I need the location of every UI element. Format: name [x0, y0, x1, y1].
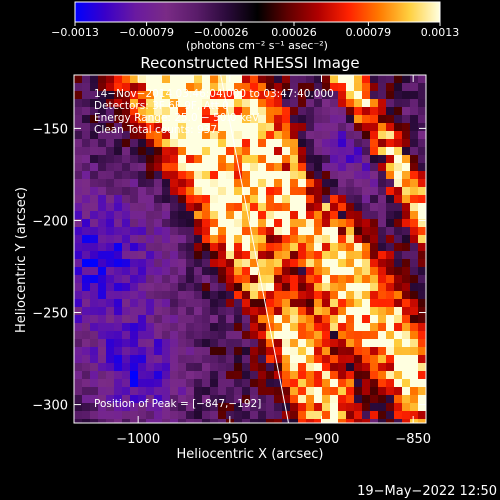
colorbar-scale: [74, 1, 441, 23]
footer-timestamp: 19−May−2022 12:50: [357, 484, 497, 499]
solar-limb-line: [220, 74, 289, 424]
colorbar-tick-label: 0.00026: [271, 26, 317, 39]
y-tick-label: −300: [32, 399, 68, 414]
colorbar-ticks: −0.0013 −0.00079 −0.00026 0.00026 0.00079 0.0…: [51, 22, 459, 39]
x-axis-label: Heliocentric X (arcsec): [177, 447, 324, 462]
colorbar-tick-label: −0.00026: [194, 26, 249, 39]
y-tick-label: −150: [32, 122, 68, 137]
colorbar-tick-label: −0.0013: [51, 26, 99, 39]
chart-title: Reconstructed RHESSI Image: [140, 54, 359, 72]
x-tick-label: −1000: [116, 432, 160, 447]
heatmap-image: [74, 75, 426, 423]
colorbar: −0.0013 −0.00079 −0.00026 0.00026 0.00079 0.0…: [51, 1, 459, 52]
colorbar-tick-label: 0.0013: [421, 26, 460, 39]
y-axis-ticks: −150 −200 −250 −300: [32, 122, 426, 414]
annotation-energy: Energy Range: 25.0 − 50.0 keV: [94, 112, 260, 124]
x-tick-label: −950: [212, 432, 248, 447]
colorbar-tick-label: 0.00079: [346, 26, 392, 39]
peak-position-label: Position of Peak = [−847,−192]: [94, 398, 261, 410]
colorbar-unit-label: (photons cm⁻² s⁻¹ asec⁻²): [186, 39, 328, 52]
x-tick-label: −850: [395, 432, 431, 447]
y-tick-label: −200: [32, 214, 68, 229]
y-axis-label: Heliocentric Y (arcsec): [14, 187, 29, 333]
x-tick-label: −900: [304, 432, 340, 447]
annotation-counts: Clean Total counts: 937.: [94, 124, 220, 136]
annotation-time: 14−Nov−2014 03:46:04.000 to 03:47:40.000: [94, 88, 334, 100]
x-axis-ticks: −1000 −950 −900 −850: [116, 75, 431, 447]
plot-frame: [73, 74, 427, 424]
annotation-block: 14−Nov−2014 03:46:04.000 to 03:47:40.000…: [94, 88, 334, 136]
y-tick-label: −250: [32, 307, 68, 322]
annotation-detectors: Detectors: 3F 6F 9F, Att 0: [94, 100, 229, 112]
colorbar-tick-label: −0.00079: [119, 26, 174, 39]
